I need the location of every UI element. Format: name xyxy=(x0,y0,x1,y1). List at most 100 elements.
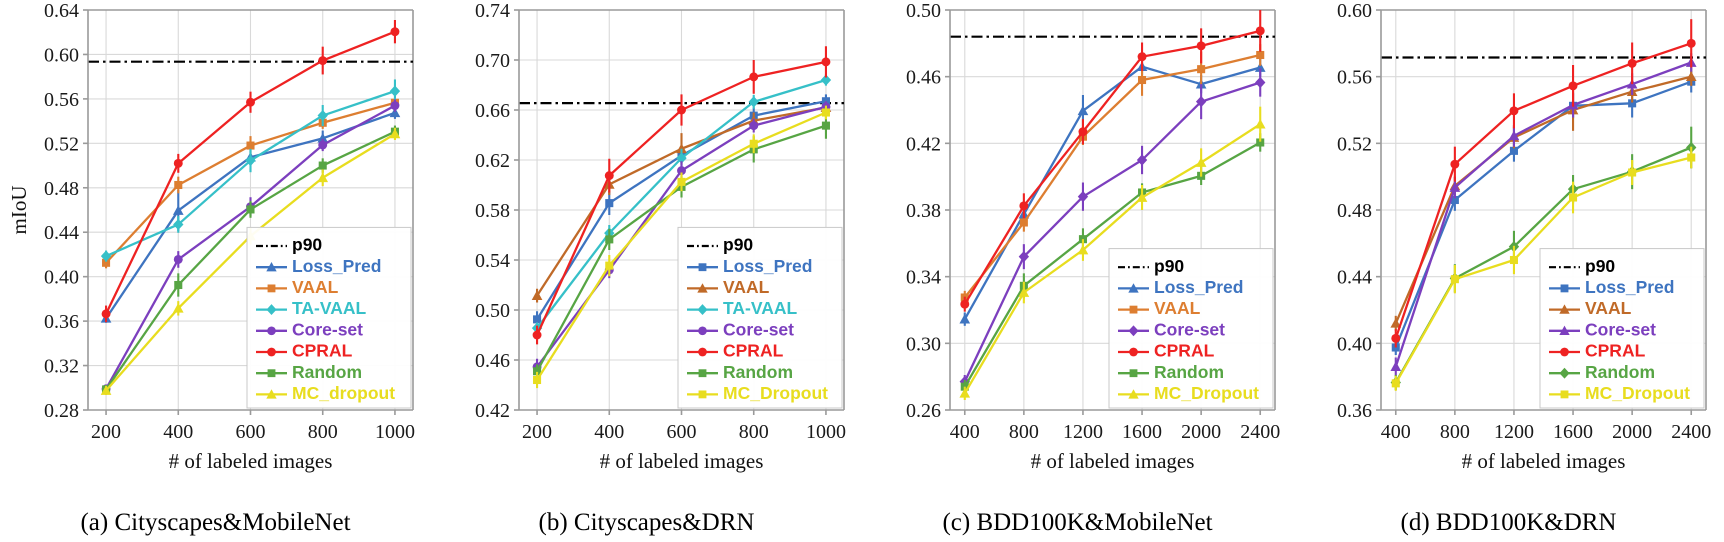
data-point xyxy=(102,258,111,267)
data-point xyxy=(1256,138,1265,147)
data-point xyxy=(1196,41,1206,51)
x-tick-label: 600 xyxy=(667,421,697,443)
legend-label: MC_Dropout xyxy=(723,383,828,403)
legend-item-cpral[interactable]: CPRAL xyxy=(1549,341,1646,361)
data-point xyxy=(1255,76,1266,89)
legend-item-mc_dropout[interactable]: MC_Dropout xyxy=(1118,383,1259,403)
legend-marker xyxy=(266,389,277,399)
legend-item-p90[interactable]: p90 xyxy=(256,235,322,255)
y-tick-label: 0.44 xyxy=(1337,267,1372,289)
legend-marker xyxy=(267,284,276,293)
legend-item-random[interactable]: Random xyxy=(1549,362,1655,382)
data-point xyxy=(605,199,614,208)
legend-item-core-set[interactable]: Core-set xyxy=(1118,319,1225,339)
legend-label: Random xyxy=(1585,362,1655,382)
x-axis-title: # of labeled images xyxy=(1462,449,1626,473)
x-tick-label: 800 xyxy=(1440,421,1470,443)
y-tick-label: 0.36 xyxy=(1337,400,1372,422)
x-axis-title: # of labeled images xyxy=(600,449,764,473)
legend-item-mc_dropout[interactable]: MC_Dropout xyxy=(1549,383,1690,403)
legend-item-mc_dropout[interactable]: MC_dropout xyxy=(256,383,395,403)
chart-svg-d: 0.36 0.40 0.44 0.48 0.52 0.56 0.60 400 800 1200 16… xyxy=(1337,0,1711,536)
x-axis-title: # of labeled images xyxy=(1031,449,1195,473)
data-point xyxy=(1450,195,1459,205)
legend-marker xyxy=(697,304,708,316)
series-polyline xyxy=(1394,75,1693,325)
x-tick-label: 1000 xyxy=(375,421,415,443)
legend-marker xyxy=(1560,390,1569,399)
legend-marker xyxy=(698,263,707,272)
legend-item-loss_pred[interactable]: Loss_Pred xyxy=(687,256,812,276)
legend-item-cpral[interactable]: CPRAL xyxy=(687,341,784,361)
x-tick-label: 400 xyxy=(163,421,193,443)
legend-item-vaal[interactable]: VAAL xyxy=(256,277,339,297)
legend-marker xyxy=(1559,325,1570,335)
data-point xyxy=(531,290,543,300)
y-tick-label: 0.38 xyxy=(906,200,941,222)
legend-item-p90[interactable]: p90 xyxy=(1549,256,1615,276)
x-tick-label: 800 xyxy=(739,421,769,443)
legend-marker xyxy=(1128,283,1139,293)
x-tick-label: 2400 xyxy=(1240,421,1280,443)
series-polyline xyxy=(963,81,1262,383)
legend-item-p90[interactable]: p90 xyxy=(687,235,753,255)
legend-marker xyxy=(1560,347,1569,357)
y-tick-label: 0.50 xyxy=(906,0,941,22)
series-mc_dropout xyxy=(959,106,1266,400)
data-point xyxy=(1508,130,1520,141)
data-point xyxy=(174,280,183,290)
data-point xyxy=(317,109,328,122)
data-point xyxy=(1195,96,1207,108)
chart-legend: p90Loss_PredVAALCore-setCPRALRandomMC_Dr… xyxy=(1108,248,1274,409)
data-point xyxy=(174,180,183,190)
chart-panel-a: 0.28 0.32 0.36 0.40 0.44 0.48 0.52 0.56 0.60 0.64… xyxy=(0,0,431,542)
data-point xyxy=(389,128,401,139)
legend-item-core-set[interactable]: Core-set xyxy=(687,319,794,339)
y-tick-label: 0.60 xyxy=(1337,0,1372,22)
data-point xyxy=(604,171,614,181)
legend-label: CPRAL xyxy=(1154,341,1215,361)
legend-item-vaal[interactable]: VAAL xyxy=(1118,298,1201,318)
legend-item-vaal[interactable]: VAAL xyxy=(1549,298,1632,318)
legend-item-cpral[interactable]: CPRAL xyxy=(1118,341,1215,361)
legend-item-ta-vaal[interactable]: TA-VAAL xyxy=(256,298,367,318)
legend-item-loss_pred[interactable]: Loss_Pred xyxy=(256,256,381,276)
series-cpral xyxy=(960,10,1265,312)
data-point xyxy=(246,97,255,107)
data-point xyxy=(821,57,831,67)
legend-label: Core-set xyxy=(723,319,794,339)
legend-marker xyxy=(698,369,707,378)
legend-item-loss_pred[interactable]: Loss_Pred xyxy=(1118,277,1243,297)
legend-item-random[interactable]: Random xyxy=(256,362,362,382)
legend-item-core-set[interactable]: Core-set xyxy=(1549,319,1656,339)
legend-item-random[interactable]: Random xyxy=(687,362,793,382)
y-tick-label: 0.52 xyxy=(1337,133,1372,155)
legend-label: p90 xyxy=(292,235,322,255)
data-point xyxy=(1390,318,1402,328)
data-point xyxy=(960,299,970,309)
legend-item-loss_pred[interactable]: Loss_Pred xyxy=(1549,277,1674,297)
data-point xyxy=(1019,201,1029,211)
x-tick-label: 1600 xyxy=(1553,421,1593,443)
series-polyline xyxy=(1394,80,1693,349)
chart-svg-c: 0.26 0.30 0.34 0.38 0.42 0.46 0.50 400 800 1200 16… xyxy=(906,0,1280,536)
legend-item-core-set[interactable]: Core-set xyxy=(256,319,363,339)
legend-item-random[interactable]: Random xyxy=(1118,362,1224,382)
data-point xyxy=(1391,379,1400,388)
data-point xyxy=(101,309,111,319)
legend-item-cpral[interactable]: CPRAL xyxy=(256,341,353,361)
legend-item-ta-vaal[interactable]: TA-VAAL xyxy=(687,298,798,318)
legend-item-vaal[interactable]: VAAL xyxy=(687,277,770,297)
data-point xyxy=(173,254,183,264)
y-tick-label: 0.62 xyxy=(475,150,510,172)
y-tick-label: 0.56 xyxy=(44,89,79,111)
series-polyline xyxy=(1394,156,1693,385)
legend-label: VAAL xyxy=(1585,298,1632,318)
data-point xyxy=(1077,191,1089,203)
legend-label: MC_Dropout xyxy=(1154,383,1259,403)
data-point xyxy=(605,261,614,270)
legend-item-mc_dropout[interactable]: MC_Dropout xyxy=(687,383,828,403)
legend-item-p90[interactable]: p90 xyxy=(1118,256,1184,276)
data-point xyxy=(533,367,542,376)
x-tick-label: 800 xyxy=(308,421,338,443)
